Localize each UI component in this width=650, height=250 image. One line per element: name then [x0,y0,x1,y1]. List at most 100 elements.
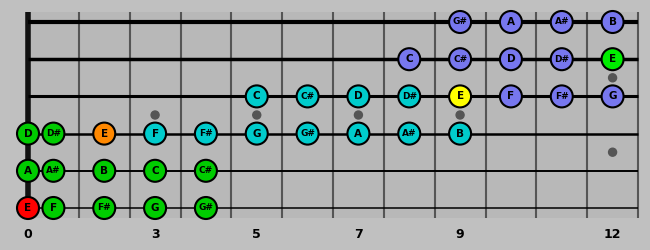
Circle shape [151,111,159,119]
Circle shape [398,86,421,108]
Circle shape [296,122,318,144]
Bar [608,94,617,100]
Circle shape [449,122,471,144]
Text: F: F [508,92,515,102]
Circle shape [449,86,471,108]
Circle shape [500,11,522,33]
Circle shape [551,48,573,70]
Circle shape [398,122,421,144]
Bar [456,56,464,62]
Text: A: A [354,128,363,138]
Bar [100,130,109,136]
Text: C: C [406,54,413,64]
Text: 0: 0 [23,228,32,240]
Bar [507,19,515,25]
Circle shape [42,197,64,219]
Text: F#: F# [199,129,213,138]
Circle shape [246,86,268,108]
Text: A#: A# [402,129,417,138]
Circle shape [195,197,217,219]
Text: F#: F# [555,92,569,101]
Text: D#: D# [46,129,61,138]
Bar [507,56,515,62]
Bar [253,94,261,100]
Text: C#: C# [300,92,315,101]
Text: 12: 12 [604,228,621,240]
Circle shape [602,86,623,108]
Circle shape [449,11,471,33]
Circle shape [347,86,369,108]
Circle shape [253,111,261,119]
Bar [558,56,566,62]
Text: G#: G# [198,204,213,212]
Text: D#: D# [554,55,569,64]
Bar [151,130,159,136]
Bar [304,130,311,136]
Text: E: E [609,54,616,64]
Circle shape [17,122,39,144]
Circle shape [296,86,318,108]
Bar [507,94,515,100]
Text: A#: A# [554,18,569,26]
Bar [405,56,413,62]
Text: D: D [354,92,363,102]
Text: 5: 5 [252,228,261,240]
Circle shape [42,160,64,182]
Bar [354,94,363,100]
Text: E: E [25,203,32,213]
Bar [456,19,464,25]
Text: G: G [608,92,617,102]
Text: E: E [456,92,463,102]
Bar [558,94,566,100]
Bar [354,130,363,136]
Text: B: B [100,166,109,176]
Bar [202,130,210,136]
Bar [405,130,413,136]
Bar [100,205,109,211]
Circle shape [456,111,464,119]
Bar [253,130,261,136]
Circle shape [144,160,166,182]
Text: 9: 9 [456,228,464,240]
Circle shape [500,86,522,108]
Circle shape [42,122,64,144]
Text: 3: 3 [151,228,159,240]
Text: F: F [50,203,57,213]
Text: G#: G# [452,18,467,26]
Bar [49,205,57,211]
Text: D: D [23,128,32,138]
Bar [28,12,638,218]
Circle shape [93,197,115,219]
Circle shape [608,74,617,82]
Text: F: F [151,128,159,138]
Bar [202,205,210,211]
Bar [49,168,57,174]
Bar [456,94,464,100]
Bar [558,19,566,25]
Circle shape [602,48,623,70]
Text: B: B [608,17,617,27]
Text: D: D [506,54,515,64]
Text: C: C [151,166,159,176]
Bar [202,168,210,174]
Circle shape [347,122,369,144]
Circle shape [500,48,522,70]
Text: B: B [456,128,464,138]
Text: E: E [101,128,108,138]
Circle shape [93,122,115,144]
Bar [100,168,109,174]
Text: G: G [252,128,261,138]
Text: G#: G# [300,129,315,138]
Bar [456,130,464,136]
Bar [151,168,159,174]
Bar [304,94,311,100]
Text: D#: D# [402,92,417,101]
Text: C#: C# [199,166,213,175]
Text: C#: C# [453,55,467,64]
Text: A#: A# [46,166,60,175]
Bar [151,205,159,211]
Circle shape [246,122,268,144]
Circle shape [17,160,39,182]
Circle shape [17,197,39,219]
Text: 7: 7 [354,228,363,240]
